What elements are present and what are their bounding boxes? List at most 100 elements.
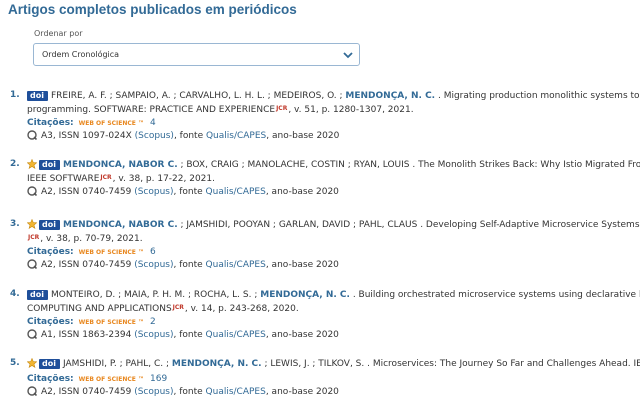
dropdown-arrow <box>343 52 353 59</box>
article-number: 3. <box>10 219 20 229</box>
sort-label: Ordenar por <box>34 29 83 38</box>
citations: Citações: WEB OF SCIENCE ™ 4 <box>27 117 156 130</box>
qualis-info: A1, ISSN 1863-2394 (Scopus), fonte Quali… <box>27 329 339 341</box>
citations-count[interactable]: 2 <box>150 317 156 327</box>
highlight-author: MENDONÇA, N. C. <box>171 359 262 369</box>
scopus-link[interactable]: (Scopus) <box>134 387 174 397</box>
title-text: ; JAMSHIDI, POOYAN ; GARLAN, DAVID ; PAH… <box>180 220 640 230</box>
scopus-link[interactable]: (Scopus) <box>134 131 174 141</box>
citations-count[interactable]: 169 <box>150 374 168 384</box>
scopus-link[interactable]: (Scopus) <box>134 260 174 270</box>
qualis-info: A2, ISSN 0740-7459 (Scopus), fonte Quali… <box>27 386 339 398</box>
citations-label: Citações: <box>27 247 74 257</box>
journal: programming. SOFTWARE: PRACTICE AND EXPE… <box>27 105 276 115</box>
citations-label: Citações: <box>27 118 74 128</box>
qualis-icon <box>27 386 37 396</box>
qualis-text: , fonte <box>173 260 206 270</box>
jcr-link[interactable]: JCR <box>172 304 184 311</box>
qualis-text: A2, ISSN 0740-7459 <box>41 387 135 397</box>
citations-source: WEB OF SCIENCE ™ <box>78 376 144 383</box>
article-line: programming. SOFTWARE: PRACTICE AND EXPE… <box>27 103 640 116</box>
title-text: ; LEWIS, J. ; TILKOV, S. . Microservices… <box>264 359 640 369</box>
qualis-text: A2, ISSN 0740-7459 <box>41 260 135 270</box>
journal: IEEE SOFTWARE <box>27 174 100 184</box>
volume: , v. 51, p. 1280-1307, 2021. <box>288 105 414 115</box>
qualis-icon <box>27 186 37 196</box>
citations-count[interactable]: 4 <box>150 118 156 128</box>
scopus-link[interactable]: (Scopus) <box>134 187 174 197</box>
article-line: IEEE SOFTWAREJCR, v. 38, p. 17-22, 2021. <box>27 172 640 185</box>
qualis-text: , ano-base 2020 <box>265 260 339 270</box>
jcr-link[interactable]: JCR <box>276 105 288 112</box>
citations-source: WEB OF SCIENCE ™ <box>78 120 144 127</box>
citations-label: Citações: <box>27 374 74 384</box>
qualis-icon <box>27 259 37 269</box>
authors: MONTEIRO, D. ; MAIA, P. H. M. ; ROCHA, L… <box>50 290 261 300</box>
volume: , v. 38, p. 17-22, 2021. <box>112 174 215 184</box>
article-number: 4. <box>10 289 20 299</box>
star-icon <box>27 219 37 229</box>
qualis-text: , ano-base 2020 <box>265 387 339 397</box>
citations: Citações: WEB OF SCIENCE ™ 169 <box>27 373 167 386</box>
article-number: 2. <box>10 159 20 169</box>
doi-link[interactable]: doi <box>39 160 60 170</box>
qualis-info: A2, ISSN 0740-7459 (Scopus), fonte Quali… <box>27 259 339 271</box>
qualis-icon <box>27 130 37 140</box>
qualis-text: , fonte <box>173 187 206 197</box>
qualis-link[interactable]: Qualis/CAPES <box>205 260 266 270</box>
qualis-text: , ano-base 2020 <box>265 330 339 340</box>
jcr-link[interactable]: JCR <box>100 174 112 181</box>
qualis-text: A1, ISSN 1863-2394 <box>41 330 135 340</box>
qualis-text: , fonte <box>173 330 206 340</box>
authors: JAMSHIDI, P. ; PAHL, C. ; <box>62 359 172 369</box>
article-line: doi JAMSHIDI, P. ; PAHL, C. ; MENDONÇA, N… <box>27 358 640 370</box>
volume: , v. 38, p. 70-79, 2021. <box>40 234 143 244</box>
article-number: 5. <box>10 358 20 368</box>
qualis-link[interactable]: Qualis/CAPES <box>205 387 266 397</box>
qualis-text: , ano-base 2020 <box>266 131 340 141</box>
qualis-text: A2, ISSN 0740-7459 <box>41 187 135 197</box>
title-text: . Migrating production monolithic system… <box>437 91 640 101</box>
jcr-link[interactable]: JCR <box>28 234 40 241</box>
doi-link[interactable]: doi <box>27 91 48 101</box>
citations: Citações: WEB OF SCIENCE ™ 6 <box>27 246 156 259</box>
title-text: ; BOX, CRAIG ; MANOLACHE, COSTIN ; RYAN,… <box>180 160 640 170</box>
qualis-text: , fonte <box>173 131 206 141</box>
title-text: . Building orchestrated microservice sys… <box>352 290 640 300</box>
sort-selected: Ordem Cronológica <box>42 50 120 59</box>
sort-select[interactable]: Ordem Cronológica <box>33 43 360 66</box>
authors: FREIRE, A. F. ; SAMPAIO, A. ; CARVALHO, … <box>50 91 346 101</box>
citations-count[interactable]: 6 <box>150 247 156 257</box>
star-icon <box>27 159 37 169</box>
qualis-icon <box>27 329 37 339</box>
article-number: 1. <box>10 90 20 100</box>
qualis-text: , fonte <box>173 387 206 397</box>
highlight-author: MENDONCA, NABOR C. <box>62 160 178 170</box>
article-line: doi MONTEIRO, D. ; MAIA, P. H. M. ; ROCHA… <box>27 289 640 301</box>
citations: Citações: WEB OF SCIENCE ™ 2 <box>27 316 156 329</box>
citations-label: Citações: <box>27 317 74 327</box>
article-line: doi MENDONCA, NABOR C. ; JAMSHIDI, POOYAN… <box>27 219 640 231</box>
qualis-link[interactable]: Qualis/CAPES <box>205 131 267 141</box>
highlight-author: MENDONCA, NABOR C. <box>62 220 178 230</box>
doi-link[interactable]: doi <box>39 220 60 230</box>
scopus-link[interactable]: (Scopus) <box>134 330 174 340</box>
doi-link[interactable]: doi <box>39 359 60 369</box>
highlight-author: MENDONÇA, N. C. <box>260 290 350 300</box>
journal: COMPUTING AND APPLICATIONS <box>27 304 172 314</box>
qualis-link[interactable]: Qualis/CAPES <box>205 330 266 340</box>
citations-source: WEB OF SCIENCE ™ <box>78 319 144 326</box>
qualis-link[interactable]: Qualis/CAPES <box>205 187 266 197</box>
star-icon <box>27 358 37 368</box>
article-line: doi FREIRE, A. F. ; SAMPAIO, A. ; CARVALH… <box>27 90 640 102</box>
volume: , v. 14, p. 243-268, 2020. <box>184 304 299 314</box>
highlight-author: MENDONÇA, N. C. <box>345 91 436 101</box>
qualis-info: A3, ISSN 1097-024X (Scopus), fonte Quali… <box>27 130 339 142</box>
article-line: doi MENDONCA, NABOR C. ; BOX, CRAIG ; MAN… <box>27 159 640 171</box>
article-line: COMPUTING AND APPLICATIONSJCR, v. 14, p.… <box>27 302 640 315</box>
citations-source: WEB OF SCIENCE ™ <box>78 249 144 256</box>
qualis-text: A3, ISSN 1097-024X <box>41 131 135 141</box>
doi-link[interactable]: doi <box>27 290 48 300</box>
section-title: Artigos completos publicados em periódic… <box>8 2 297 17</box>
